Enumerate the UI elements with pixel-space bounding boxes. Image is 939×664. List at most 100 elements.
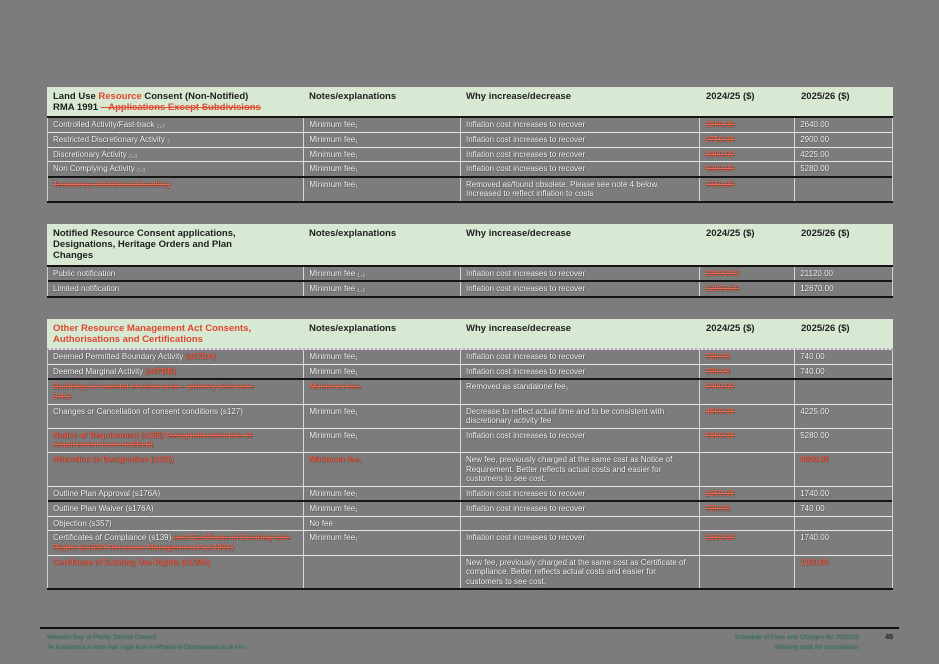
text-span: Discretionary Activity ₂,₃ [53,149,138,159]
text-span: Restricted Discretionary Activity ₂ [53,135,171,144]
old-value-cell: 1650.00 [699,486,794,501]
why-cell: Inflation cost increases to recover [460,162,699,176]
item-cell: Outline Plan Approval (s176A) [48,487,303,501]
old-value-cell: 5000.00 [699,162,794,176]
old-value-cell: 7650.00 [699,177,794,201]
old-value-cell: 1650.00 [699,531,794,555]
table-title: Other Resource Management Act Consents, … [47,319,303,348]
old-value-cell: 5000.00 [699,380,794,404]
text-span: Minimum fee₁ [309,488,358,498]
why-cell: Inflation cost increases to recover [460,266,699,281]
item-cell: Certificate of Existing Use Rights (s139… [48,556,303,589]
text-span: Minimum fee₁ [309,352,358,362]
new-value-cell: 4500.00 [794,452,892,486]
why-cell: New fee, previously charged at the same … [460,555,699,589]
notes-cell: Minimum fee ₁,₂ [303,282,460,296]
item-cell: Restricted Discretionary Activity ₂ [48,133,303,147]
why-cell: Decrease to reflect actual time and to b… [460,404,699,428]
table-body: Controlled Activity/Fast-track ₂,₃ Minimu… [47,118,893,201]
old-value-cell: 700.00 [699,502,794,516]
new-value-cell: 4225.00 [794,147,892,162]
old-value-cell: 2500.00 [699,118,794,132]
text-span: Outline Plan Approval (s176A) [53,488,161,498]
table-row: Alteration to Designation (s181) Minimum … [48,452,892,487]
new-value-cell: 5280.00 [794,162,892,176]
column-header: Notes/explanations [309,322,397,334]
new-value-cell: 2900.00 [794,133,892,147]
notes-cell: Minimum fee₁ [303,177,460,201]
table-row: Deemed Permitted Boundary Activity (s87B… [48,350,892,365]
old-value-cell: 12000.00 [699,282,794,296]
column-header: Notes/explanations [309,91,397,102]
notes-cell: Minimum fee₁ [303,502,460,516]
column-header: Notes/explanations [309,227,397,239]
text-span: Outline Plan Waiver (s176A) [53,504,154,514]
why-cell: Inflation cost increases to recover [460,364,699,379]
column-header: 2024/25 ($) [706,91,755,102]
item-cell: Temporary Additional Dwelling [48,178,303,201]
notes-cell: Minimum fee₁ [303,452,460,486]
title-part: Consent (Non-Notified) RMA 1991 [53,91,249,114]
table-row: Changes or Cancellation of consent condi… [48,404,892,429]
why-cell: Inflation cost increases to recover [460,502,699,516]
old-value-cell: 700.00 [699,350,794,364]
old-value-cell: 5000.00 [699,428,794,452]
notes-cell: Minimum fee₁ [303,486,460,501]
text-span: Minimum fee₁ [309,533,358,543]
why-cell: Inflation cost increases to recover [460,428,699,452]
item-cell: Public notification [48,267,303,281]
new-value-cell: 1160.00 [794,555,892,589]
why-cell: Inflation cost increases to recover [460,133,699,147]
why-cell: Removed as/found obsolete. Please see no… [460,177,699,201]
old-value-cell [699,555,794,589]
footer-doc-subtitle: Working draft for consultation [774,643,859,651]
item-cell: Certificates of Compliance (s139) and Ce… [48,531,303,554]
old-value-cell: 4500.00 [699,404,794,428]
new-value-cell: 4225.00 [794,404,892,428]
item-cell: Outline Plan Waiver (s176A) [48,502,303,516]
table-row: Temporary Additional Dwelling Minimum fee… [48,177,892,201]
text-span: Non Complying Activity ₂,₃ [53,164,146,174]
text-span: Notice of Requirement (s168) [53,430,166,440]
table-body: Deemed Permitted Boundary Activity (s87B… [47,350,893,589]
new-value-cell: 1740.00 [794,486,892,501]
text-span: Certificates of Compliance (s139) [53,533,174,543]
why-cell: New fee, previously charged at the same … [460,452,699,486]
why-cell: Inflation cost increases to recover [460,147,699,162]
old-value-cell: 20000.00 [699,266,794,281]
text-span: Controlled Activity/Fast-track ₂,₃ [53,120,166,130]
text-span: Minimum fee₁ [309,120,358,130]
text-span: Alteration to Designation (s181) [53,454,174,464]
item-cell: Deemed Permitted Boundary Activity (s87B… [48,350,303,364]
text-span: Limited notification [53,284,120,294]
column-header: 2025/26 ($) [801,91,850,102]
text-span: Minimum fee ₁,₂ [309,284,366,294]
text-span: Minimum fee₁ [309,366,358,376]
table-header-row: Other Resource Management Act Consents, … [47,318,893,351]
table-row: Restricted Discretionary Activity ₂ Minim… [48,133,892,148]
title-part: Resource [98,91,142,102]
table-header-row: Notified Resource Consent applications, … [47,223,893,267]
notes-cell: Minimum fee₁ [303,162,460,176]
title-part: Land Use [53,91,99,102]
why-cell: Removed as standalone fee₁ [460,380,699,404]
item-cell: Changes or Cancellation of consent condi… [48,405,303,428]
text-span: Objection (s357) [53,518,112,528]
notes-cell: Minimum fee₁ [303,380,460,404]
new-value-cell: 1740.00 [794,531,892,555]
title-part: Notified Resource Consent applications, … [53,227,236,262]
footer-right: Schedule of Fees and Charges for 2025/26… [735,633,859,653]
text-span: (s87BA) [185,352,216,362]
new-value-cell: 12670.00 [794,282,892,296]
text-span: Minimum fee₁ [309,454,362,464]
table-row: Certificate of Existing Use Rights (s139… [48,555,892,589]
text-span: Changes or Cancellation of consent condi… [53,406,243,416]
new-value-cell [794,380,892,404]
item-cell: Controlled Activity/Fast-track ₂,₃ [48,118,303,132]
new-value-cell: 740.00 [794,350,892,364]
tables-region: Land Use Resource Consent (Non-Notified)… [47,87,893,618]
notes-cell: Minimum fee₁ [303,404,460,428]
new-value-cell: 5280.00 [794,428,892,452]
text-span: Minimum fee₁ [309,504,358,514]
